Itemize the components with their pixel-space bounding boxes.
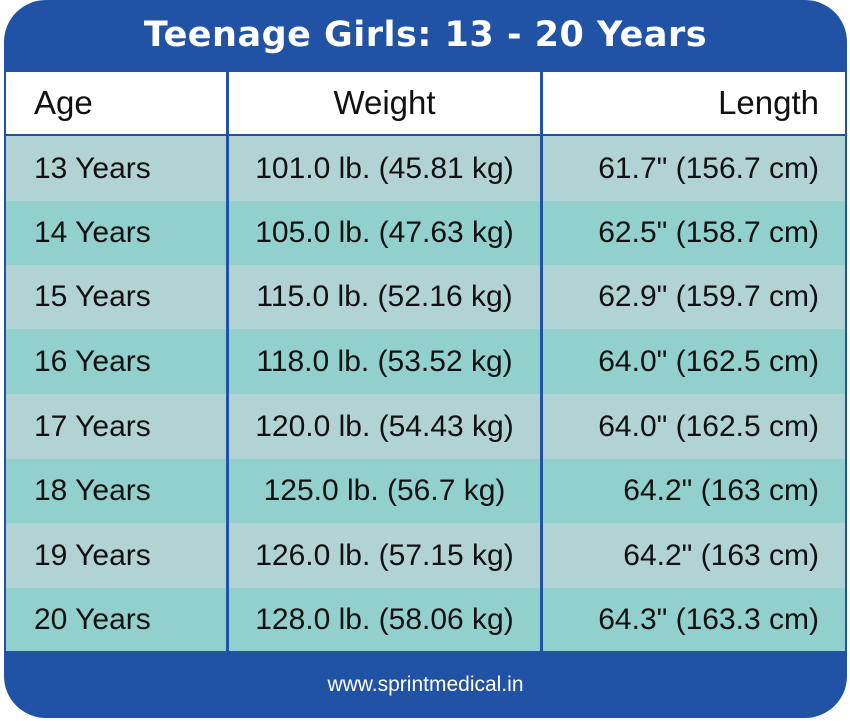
table-header-row: Age Weight Length: [6, 72, 845, 134]
cell-length: 62.9" (159.7 cm): [543, 265, 845, 329]
table-row: 18 Years 125.0 lb. (56.7 kg) 64.2" (163 …: [6, 459, 845, 523]
cell-length: 64.0" (162.5 cm): [543, 329, 845, 394]
table-row: 20 Years 128.0 lb. (58.06 kg) 64.3" (163…: [6, 588, 845, 651]
table-row: 13 Years 101.0 lb. (45.81 kg) 61.7" (156…: [6, 136, 845, 201]
cell-age: 14 Years: [6, 201, 226, 265]
cell-age: 17 Years: [6, 394, 226, 459]
cell-length: 62.5" (158.7 cm): [543, 201, 845, 265]
growth-table: Age Weight Length 13 Years 101.0 lb. (45…: [6, 70, 845, 651]
cell-length: 64.0" (162.5 cm): [543, 394, 845, 459]
table-row: 16 Years 118.0 lb. (53.52 kg) 64.0" (162…: [6, 329, 845, 394]
cell-age: 20 Years: [6, 588, 226, 651]
table-row: 14 Years 105.0 lb. (47.63 kg) 62.5" (158…: [6, 201, 845, 265]
header-weight: Weight: [229, 72, 540, 134]
header-age: Age: [6, 72, 226, 134]
cell-age: 13 Years: [6, 136, 226, 201]
cell-weight: 125.0 lb. (56.7 kg): [229, 459, 540, 523]
cell-age: 19 Years: [6, 523, 226, 588]
table-row: 15 Years 115.0 lb. (52.16 kg) 62.9" (159…: [6, 265, 845, 329]
cell-weight: 126.0 lb. (57.15 kg): [229, 523, 540, 588]
table-row: 19 Years 126.0 lb. (57.15 kg) 64.2" (163…: [6, 523, 845, 588]
cell-age: 18 Years: [6, 459, 226, 523]
table-row: 17 Years 120.0 lb. (54.43 kg) 64.0" (162…: [6, 394, 845, 459]
cell-age: 16 Years: [6, 329, 226, 394]
cell-weight: 115.0 lb. (52.16 kg): [229, 265, 540, 329]
cell-weight: 120.0 lb. (54.43 kg): [229, 394, 540, 459]
cell-length: 64.2" (163 cm): [543, 523, 845, 588]
cell-weight: 105.0 lb. (47.63 kg): [229, 201, 540, 265]
header-length: Length: [543, 72, 845, 134]
cell-weight: 128.0 lb. (58.06 kg): [229, 588, 540, 651]
chart-title: Teenage Girls: 13 - 20 Years: [143, 15, 708, 55]
cell-length: 64.3" (163.3 cm): [543, 588, 845, 651]
cell-length: 61.7" (156.7 cm): [543, 136, 845, 201]
footer-website-link[interactable]: www.sprintmedical.in: [327, 672, 524, 696]
cell-age: 15 Years: [6, 265, 226, 329]
cell-weight: 118.0 lb. (53.52 kg): [229, 329, 540, 394]
growth-chart-card: Teenage Girls: 13 - 20 Years Age Weight …: [4, 0, 847, 718]
cell-length: 64.2" (163 cm): [543, 459, 845, 523]
cell-weight: 101.0 lb. (45.81 kg): [229, 136, 540, 201]
